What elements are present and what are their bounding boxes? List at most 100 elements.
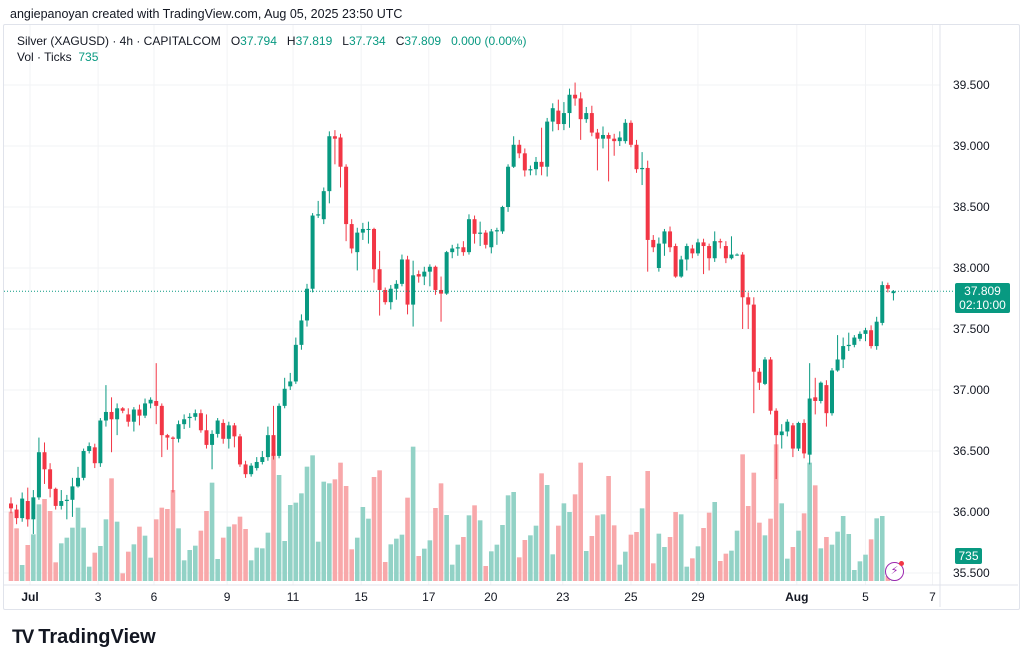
volume-bar	[846, 534, 852, 581]
candle-body	[634, 144, 639, 170]
volume-bar	[304, 466, 310, 581]
time-tick-label: Jul	[21, 590, 38, 604]
candle-body	[243, 464, 248, 475]
legend-high: 37.819	[295, 34, 333, 48]
volume-bar	[176, 528, 181, 581]
volume-bar	[489, 551, 494, 581]
volume-bar	[142, 535, 148, 581]
candle-body	[869, 330, 874, 347]
candle-body	[260, 457, 265, 462]
volume-bar	[539, 473, 544, 581]
volume-bar	[137, 526, 142, 581]
time-tick-label: Aug	[785, 590, 808, 604]
volume-bars	[8, 444, 896, 581]
candle-body	[561, 113, 566, 125]
volume-bar	[293, 502, 299, 581]
volume-bar	[628, 534, 634, 581]
time-tick-label: 5	[862, 590, 869, 604]
candle-body	[377, 269, 382, 290]
legend-open-label: O	[230, 34, 241, 48]
candle-body	[422, 271, 427, 277]
volume-bar	[505, 495, 511, 581]
candle-body	[863, 330, 868, 334]
volume-bar	[840, 516, 846, 581]
candle-body	[81, 451, 86, 478]
volume-bar	[25, 545, 31, 581]
legend-symbol: Silver (XAGUSD) · 4h · CAPITALCOM	[17, 34, 221, 48]
volume-bar	[399, 534, 405, 581]
volume-bar	[678, 514, 684, 581]
candle-body	[595, 132, 600, 139]
candle-body	[193, 413, 198, 417]
volume-bar	[768, 518, 773, 581]
candle-body	[394, 283, 399, 289]
volume-bar	[717, 561, 723, 581]
volume-bar	[36, 504, 42, 581]
volume-bar	[650, 563, 656, 581]
candle-body	[472, 219, 477, 234]
volume-bar	[712, 502, 718, 581]
volume-bar	[8, 511, 14, 581]
candle-body	[578, 98, 583, 120]
candle-body	[740, 254, 745, 298]
volume-bar	[483, 566, 489, 581]
candle-body	[623, 122, 628, 142]
volume-bar	[690, 558, 695, 581]
volume-bar	[204, 511, 209, 581]
candle-body	[321, 191, 326, 220]
candle-body	[567, 94, 572, 114]
volume-bar	[131, 544, 137, 581]
candle-body	[232, 425, 237, 437]
volume-bar	[371, 477, 377, 581]
volume-bar	[282, 541, 287, 581]
volume-bar	[42, 499, 47, 581]
volume-bar	[327, 483, 332, 581]
volume-bar	[394, 538, 399, 581]
candle-body	[645, 167, 650, 240]
candle-body	[115, 408, 120, 420]
volume-bar	[494, 544, 500, 581]
candle-body	[550, 108, 555, 122]
candle-body	[277, 405, 282, 456]
candle-body	[612, 138, 617, 142]
volume-bar	[248, 560, 254, 581]
volume-bar	[829, 544, 835, 581]
candle-body	[813, 397, 818, 401]
volume-bar	[243, 529, 248, 581]
price-tick-label: 37.500	[953, 322, 990, 336]
notification-dot	[899, 561, 904, 566]
tradingview-logo[interactable]: TV TradingView	[12, 626, 156, 649]
candle-body	[735, 254, 740, 256]
legend-low: 37.734	[348, 34, 386, 48]
candle-body	[87, 446, 92, 451]
candle-body	[20, 498, 25, 519]
candle-body	[478, 232, 483, 234]
candle-body	[539, 161, 544, 167]
volume-bar	[338, 462, 343, 581]
volume-bar	[561, 503, 567, 581]
candle-body	[416, 274, 421, 277]
volume-bar	[762, 535, 768, 581]
bar-countdown: 02:10:00	[959, 298, 1006, 312]
candle-body	[42, 452, 47, 470]
time-tick-label: 15	[354, 590, 368, 604]
volume-bar	[511, 492, 516, 581]
volume-bar	[863, 554, 868, 581]
candle-body	[388, 288, 393, 303]
volume-bar	[254, 547, 260, 581]
volume-bar	[835, 531, 840, 581]
volume-bar	[153, 519, 159, 581]
candle-body	[316, 214, 321, 216]
candle-body	[729, 254, 734, 259]
candle-body	[221, 422, 226, 439]
time-tick-label: 7	[929, 590, 936, 604]
time-axis: Jul 3 6 9 11 15 17 20 23 25 29 Aug 5 7	[4, 584, 1018, 604]
candle-body	[617, 137, 622, 142]
candle-body	[751, 304, 756, 372]
candle-body	[332, 136, 337, 139]
candle-body	[494, 230, 499, 232]
candle-body	[606, 135, 611, 139]
candle-body	[366, 228, 371, 230]
lightning-icon[interactable]: ⚡	[885, 562, 904, 581]
